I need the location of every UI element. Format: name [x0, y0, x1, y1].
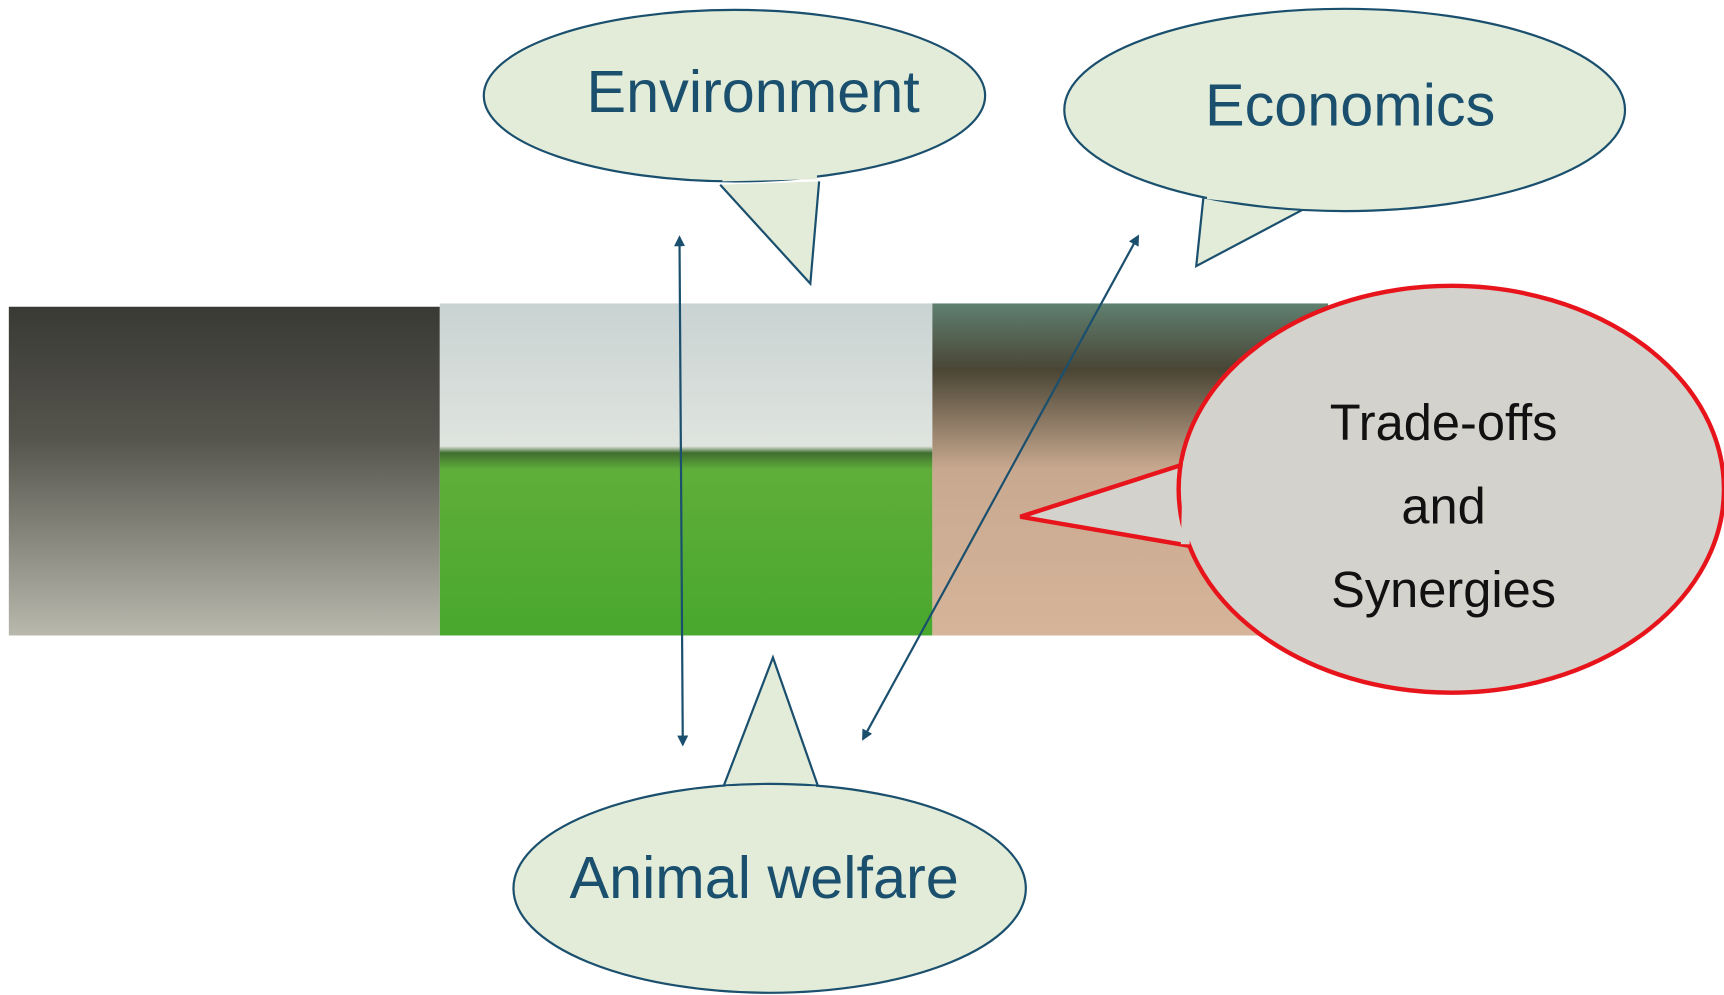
arrow — [674, 235, 689, 747]
environment-label: Environment — [587, 58, 921, 125]
trade-offs-line: Synergies — [1331, 561, 1556, 618]
arrow — [862, 234, 1140, 741]
animal-welfare-callout: Animal welfare — [512, 654, 1027, 994]
photo-cows-pasture — [439, 303, 933, 636]
trade-offs-callout: Trade-offs and Synergies — [1019, 283, 1724, 695]
trade-offs-line: Trade-offs — [1330, 394, 1558, 451]
economics-callout: Economics — [1063, 7, 1627, 269]
photo-poultry-house — [8, 306, 440, 636]
animal-welfare-label: Animal welfare — [570, 844, 959, 911]
economics-label: Economics — [1205, 71, 1495, 138]
trade-offs-line: and — [1401, 477, 1485, 534]
environment-callout: Environment — [482, 8, 987, 287]
